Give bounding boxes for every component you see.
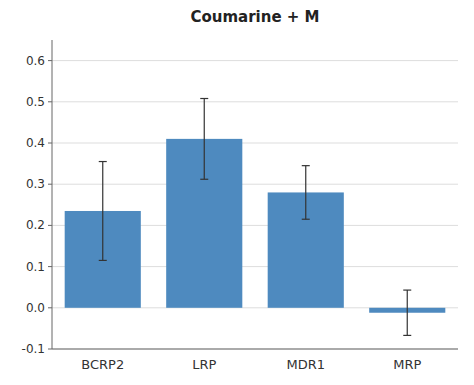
x-axis-line	[52, 349, 458, 350]
y-axis: -0.1 0.0 0.1 0.2 0.3 0.4 0.5 0.6	[22, 54, 458, 356]
y-tick	[48, 143, 52, 144]
y-axis-line	[52, 40, 53, 349]
y-tick-label: 0.6	[26, 54, 45, 68]
y-tick	[48, 307, 52, 308]
y-tick-label: 0.0	[26, 301, 45, 315]
error-bar	[200, 99, 208, 180]
grid-line	[52, 184, 458, 185]
y-tick-label: 0.1	[26, 260, 45, 274]
error-bar	[403, 290, 411, 335]
x-tick-label: MRP	[393, 357, 421, 372]
y-tick	[48, 184, 52, 185]
grid-line	[52, 60, 458, 61]
error-bar	[302, 166, 310, 220]
grid-line	[52, 349, 458, 350]
y-tick-label: -0.1	[22, 342, 45, 356]
error-bar	[99, 162, 107, 261]
x-tick-label: MDR1	[286, 357, 325, 372]
grid-line	[52, 101, 458, 102]
y-tick	[48, 225, 52, 226]
y-tick	[48, 101, 52, 102]
y-tick-label: 0.2	[26, 218, 45, 232]
chart: Coumarine + M -0.1 0.0 0.1 0.2 0.3 0.4 0.5 0.6 BC…	[0, 0, 474, 385]
y-tick	[48, 349, 52, 350]
y-tick-label: 0.3	[26, 177, 45, 191]
x-tick-label: LRP	[192, 357, 216, 372]
x-tick-label: BCRP2	[81, 357, 124, 372]
plot-area	[65, 99, 446, 336]
y-tick-label: 0.4	[26, 136, 45, 150]
y-tick-label: 0.5	[26, 95, 45, 109]
y-tick	[48, 266, 52, 267]
y-tick	[48, 60, 52, 61]
grid-line	[52, 143, 458, 144]
title: Coumarine + M	[190, 8, 319, 26]
